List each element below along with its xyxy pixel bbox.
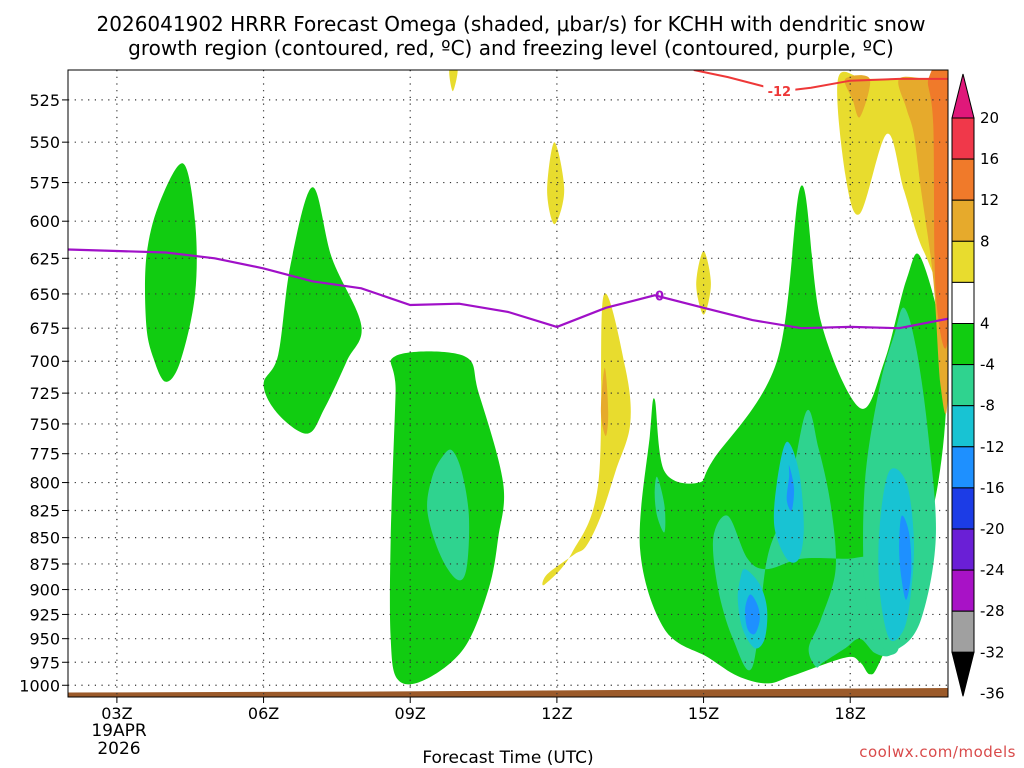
colorbar-label-3: 8 <box>980 232 990 250</box>
y-tick-label-525: 525 <box>29 91 60 110</box>
x-axis-label: Forecast Time (UTC) <box>422 748 593 768</box>
freezing-level-line <box>68 248 948 330</box>
y-tick-label-1000: 1000 <box>19 676 60 695</box>
colorbar-bin-3 <box>951 240 975 283</box>
colorbar-label-1: 16 <box>980 150 999 168</box>
colorbar-label-4: 4 <box>980 315 990 333</box>
colorbar-bin-11 <box>951 569 975 612</box>
y-tick-label-550: 550 <box>29 133 60 152</box>
y-tick-label-725: 725 <box>29 384 60 403</box>
colorbar-label-6: -8 <box>980 397 995 415</box>
y-tick-label-975: 975 <box>29 653 60 672</box>
colorbar-bin-5 <box>951 323 975 366</box>
colorbar-bin-7 <box>951 405 975 448</box>
colorbar-label-9: -20 <box>980 520 1005 538</box>
date-label-year: 2026 <box>97 739 140 759</box>
terrain-surface <box>68 688 948 697</box>
omega-region-16 <box>696 251 711 315</box>
x-tick-label-09Z: 09Z <box>395 704 426 723</box>
y-tick-label-700: 700 <box>29 352 60 371</box>
omega-region-14 <box>542 293 631 586</box>
colorbar-bin-6 <box>951 364 975 407</box>
y-axis: 525 550 575 600 625 650 675 700 725 750 775 800 825 8… <box>19 91 68 695</box>
y-tick-label-675: 675 <box>29 319 60 338</box>
omega-region-17 <box>449 70 458 92</box>
omega-region-18 <box>600 367 609 436</box>
freezing-level-label: 0 <box>655 289 664 304</box>
chart-title-line-2: growth region (contoured, red, ºC) and f… <box>128 36 894 60</box>
omega-region-1 <box>263 187 362 434</box>
colorbar-label-10: -24 <box>980 561 1005 579</box>
colorbar-bin-12 <box>951 610 975 653</box>
colorbar-bin-4 <box>951 281 975 324</box>
x-tick-label-06Z: 06Z <box>248 704 279 723</box>
x-axis: 03Z 06Z 09Z 12Z 15Z 18Z <box>101 697 866 723</box>
colorbar-bin-9 <box>951 487 975 530</box>
x-tick-label-03Z: 03Z <box>101 704 132 723</box>
y-tick-label-800: 800 <box>29 474 60 493</box>
omega-region-7 <box>654 476 666 533</box>
y-tick-label-775: 775 <box>29 445 60 464</box>
colorbar-label-7: -12 <box>980 438 1005 456</box>
credit-link[interactable]: coolwx.com/models <box>859 743 1016 761</box>
y-tick-label-850: 850 <box>29 529 60 548</box>
y-tick-label-750: 750 <box>29 415 60 434</box>
colorbar: 20 16 12 8 4 -4 -8 -12 -16 -20 -24 -28 -32 -36 <box>951 73 1005 702</box>
dgz-label: -12 <box>768 85 792 100</box>
y-tick-label-900: 900 <box>29 581 60 600</box>
y-tick-label-950: 950 <box>29 630 60 649</box>
colorbar-label-5: -4 <box>980 356 995 374</box>
y-tick-label-875: 875 <box>29 555 60 574</box>
omega-region-11 <box>786 465 795 511</box>
colorbar-bin-1 <box>951 158 975 201</box>
colorbar-label-12: -32 <box>980 643 1005 661</box>
colorbar-top-arrow <box>951 73 975 119</box>
omega-shading <box>144 70 948 685</box>
omega-region-13 <box>899 515 912 600</box>
omega-region-0 <box>144 163 197 382</box>
terrain-layer <box>68 688 948 697</box>
colorbar-bin-10 <box>951 528 975 571</box>
omega-region-15 <box>547 142 565 225</box>
x-tick-label-18Z: 18Z <box>835 704 866 723</box>
y-tick-label-575: 575 <box>29 174 60 193</box>
dgz-label-background <box>763 84 796 100</box>
contour-lines: 0 -12 <box>68 70 948 330</box>
dgz-minus12-line <box>693 70 948 93</box>
omega-region-22 <box>844 75 871 118</box>
colorbar-label-11: -28 <box>980 602 1005 620</box>
y-tick-label-825: 825 <box>29 502 60 521</box>
x-tick-label-12Z: 12Z <box>541 704 572 723</box>
colorbar-bin-8 <box>951 446 975 489</box>
y-tick-label-925: 925 <box>29 605 60 624</box>
colorbar-bin-2 <box>951 199 975 242</box>
y-tick-label-650: 650 <box>29 285 60 304</box>
omega-region-21 <box>927 70 948 349</box>
x-tick-label-15Z: 15Z <box>688 704 719 723</box>
colorbar-label-13: -36 <box>980 684 1005 702</box>
plot-frame <box>67 69 949 698</box>
y-tick-label-625: 625 <box>29 249 60 268</box>
colorbar-bottom-arrow <box>951 651 975 697</box>
colorbar-label-2: 12 <box>980 191 999 209</box>
date-label-day: 19APR <box>91 721 147 741</box>
colorbar-label-8: -16 <box>980 479 1005 497</box>
y-tick-label-600: 600 <box>29 212 60 231</box>
colorbar-bin-0 <box>951 117 975 160</box>
chart-title-line-1: 2026041902 HRRR Forecast Omega (shaded, … <box>97 12 926 36</box>
colorbar-label-0: 20 <box>980 109 999 127</box>
